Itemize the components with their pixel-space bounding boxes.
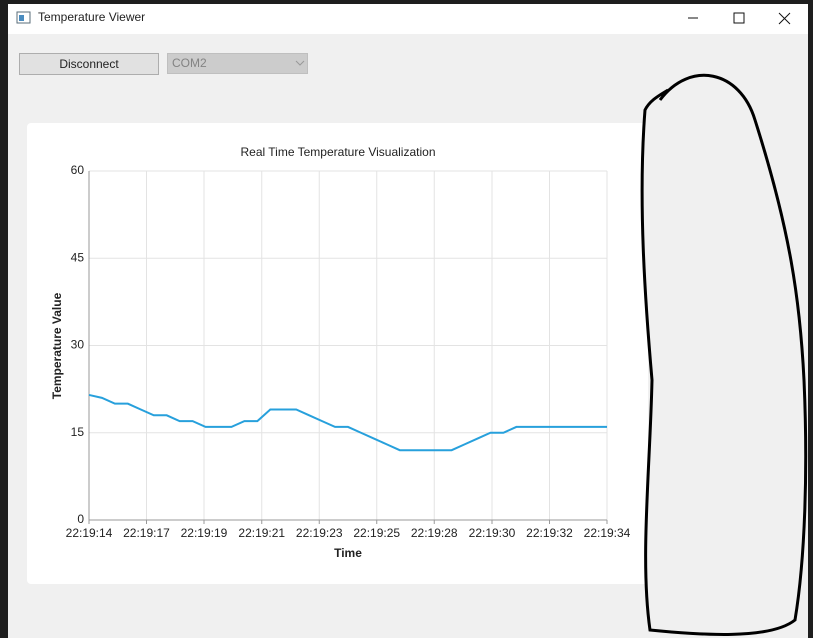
x-axis-label: Time — [334, 546, 362, 560]
x-tick-label: 22:19:32 — [526, 526, 573, 540]
hand-drawn-scribble — [640, 73, 808, 636]
chart-panel — [27, 123, 648, 584]
x-tick-label: 22:19:28 — [411, 526, 458, 540]
disconnect-button[interactable] — [19, 53, 159, 75]
x-tick-label: 22:19:25 — [353, 526, 400, 540]
x-tick-label: 22:19:17 — [123, 526, 170, 540]
title-bar — [8, 4, 808, 34]
close-button[interactable] — [778, 12, 791, 25]
x-tick-label: 22:19:14 — [66, 526, 113, 540]
y-tick-label: 0 — [77, 512, 84, 526]
window-title: Temperature Viewer — [38, 10, 145, 24]
disconnect-label: Disconnect — [59, 57, 119, 71]
x-tick-label: 22:19:30 — [469, 526, 516, 540]
x-tick-label: 22:19:34 — [584, 526, 631, 540]
port-combo[interactable] — [167, 53, 308, 74]
combo-arrow — [295, 60, 305, 66]
y-tick-label: 60 — [71, 163, 85, 177]
y-tick-label: 15 — [71, 425, 85, 439]
x-tick-label: 22:19:23 — [296, 526, 343, 540]
app-icon-inner — [19, 15, 24, 21]
y-axis-label: Temperature Value — [50, 292, 64, 399]
x-tick-label: 22:19:19 — [181, 526, 228, 540]
chart-title: Real Time Temperature Visualization — [241, 145, 436, 159]
maximize-button[interactable] — [733, 12, 745, 24]
port-label: COM2 — [172, 56, 207, 70]
temperature-line — [88, 393, 607, 452]
x-tick-label: 22:19:21 — [238, 526, 285, 540]
y-tick-label: 30 — [71, 338, 85, 352]
y-tick-label: 45 — [71, 250, 85, 264]
plot: 0 15 30 45 60 22:19:14 22:19:17 22:19:19 22:19:2… — [66, 163, 631, 540]
